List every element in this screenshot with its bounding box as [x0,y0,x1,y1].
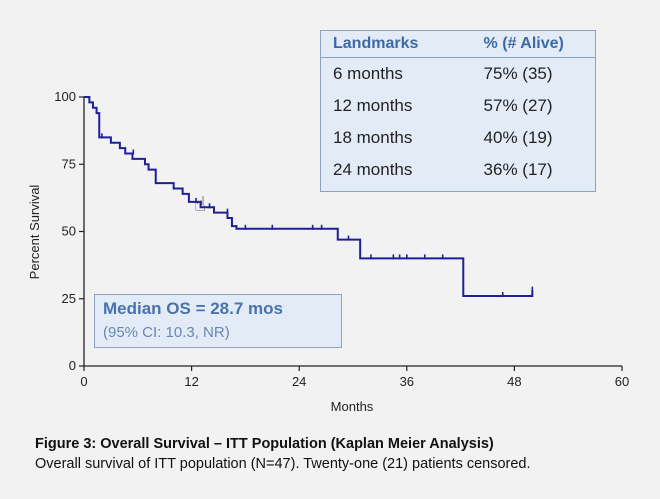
landmark-cell: 6 months [333,64,403,83]
survival-chart: 0 25 50 75 100 0 12 24 36 48 60 Percent Survival M… [27,89,629,414]
landmarks-table: Landmarks % (# Alive) 6 months 75% (35) … [321,31,595,186]
figure-description: Overall survival of ITT population (N=47… [35,456,531,472]
table-row: 12 months 57% (27) [321,90,595,122]
figure-caption: Figure 3: Overall Survival – ITT Populat… [35,436,650,472]
x-tick-label: 36 [400,374,414,389]
chart-ticks: 0 25 50 75 100 0 12 24 36 48 60 [54,89,629,389]
alive-cell: 36% (17) [483,160,553,179]
x-tick-label: 24 [292,374,306,389]
figure-title: Figure 3: Overall Survival – ITT Populat… [35,436,494,452]
alive-cell: 40% (19) [483,128,553,147]
x-tick-label: 48 [507,374,521,389]
x-tick-label: 0 [80,374,87,389]
table-row: 18 months 40% (19) [321,122,595,154]
table-row: 6 months 75% (35) [321,58,595,91]
median-os-box: Median OS = 28.7 mos (95% CI: 10.3, NR) [94,294,342,348]
landmark-cell: 18 months [333,128,413,147]
alive-cell: 75% (35) [483,64,553,83]
y-tick-label: 0 [69,358,76,373]
y-axis-label: Percent Survival [27,185,42,280]
y-tick-label: 50 [62,224,76,239]
median-os-label: Median OS = 28.7 mos [103,299,283,318]
y-tick-label: 75 [62,156,76,171]
landmarks-table-box: Landmarks % (# Alive) 6 months 75% (35) … [320,30,596,192]
alive-header: % (# Alive) [443,31,595,58]
landmark-cell: 24 months [333,160,413,179]
y-tick-label: 25 [62,291,76,306]
x-tick-label: 12 [184,374,198,389]
landmark-cell: 12 months [333,96,413,115]
landmarks-header-row: Landmarks % (# Alive) [321,31,595,58]
x-axis-label: Months [331,399,374,414]
survival-curve [84,96,534,298]
table-row: 24 months 36% (17) [321,154,595,186]
hand-pointer-icon: ☝ [194,194,207,216]
y-tick-label: 100 [54,89,76,104]
alive-cell: 57% (27) [483,96,553,115]
landmarks-header: Landmarks [321,31,444,58]
chart-series [84,96,534,298]
x-tick-label: 60 [615,374,629,389]
median-os-ci: (95% CI: 10.3, NR) [103,324,230,341]
